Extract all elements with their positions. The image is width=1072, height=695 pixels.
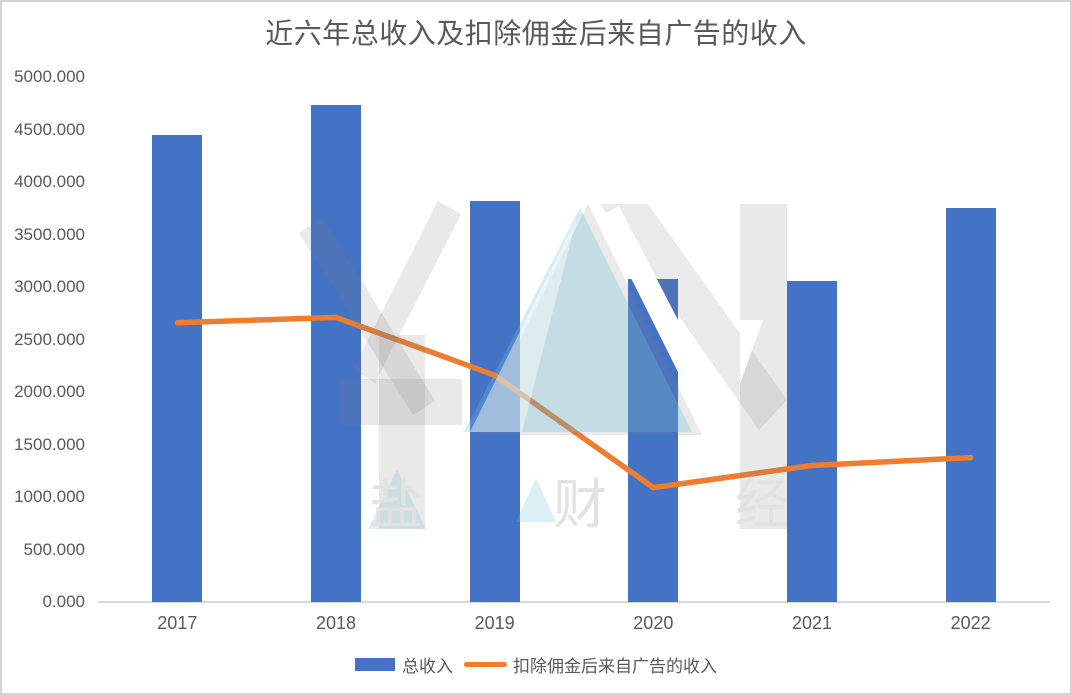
ad-revenue-line	[174, 314, 974, 491]
bar-2021	[787, 281, 837, 602]
y-tick-label: 1000.000	[14, 487, 85, 506]
x-axis-label-2017: 2017	[157, 613, 198, 633]
bar-2020	[628, 278, 679, 602]
x-axis-label-2018: 2018	[315, 613, 357, 633]
legend-bar-swatch-icon	[355, 658, 395, 671]
chart-legend: 总收入 扣除佣金后来自广告的收入	[2, 652, 1070, 677]
x-axis-label-2022: 2022	[950, 613, 991, 633]
legend-item-total-revenue: 总收入	[355, 652, 453, 677]
y-tick-label: 4500.000	[14, 119, 85, 139]
watermark-char-yan: 盐	[369, 475, 423, 535]
watermark-char-cai: 财	[553, 475, 607, 535]
y-tick-label: 5000.000	[14, 67, 85, 86]
y-tick-label: 0.000	[42, 592, 85, 611]
bar-2017	[152, 134, 203, 602]
bar-2018	[311, 105, 361, 602]
legend-item-ad-revenue: 扣除佣金后来自广告的收入	[464, 652, 717, 677]
legend-label-ad-revenue: 扣除佣金后来自广告的收入	[513, 657, 717, 676]
x-axis-line	[98, 601, 1050, 603]
y-tick-label: 2500.000	[14, 329, 85, 349]
legend-label-total-revenue: 总收入	[402, 657, 453, 676]
chart-title: 近六年总收入及扣除佣金后来自广告的收入	[265, 18, 807, 49]
x-axis-label-2021: 2021	[791, 613, 833, 633]
bar-2019	[469, 200, 520, 602]
watermark-char-jing: 经	[735, 475, 789, 535]
y-tick-label: 1500.000	[14, 434, 85, 454]
y-tick-label: 4000.000	[14, 172, 85, 191]
y-tick-label: 3000.000	[14, 277, 85, 296]
x-axis-label-2019: 2019	[474, 613, 515, 633]
x-axis-label-2020: 2020	[633, 613, 674, 633]
y-tick-label: 500.000	[23, 539, 85, 559]
bar-2022	[945, 208, 996, 602]
y-tick-label: 2000.000	[14, 382, 85, 401]
legend-line-swatch-icon	[464, 662, 507, 667]
y-tick-label: 3500.000	[14, 224, 85, 244]
